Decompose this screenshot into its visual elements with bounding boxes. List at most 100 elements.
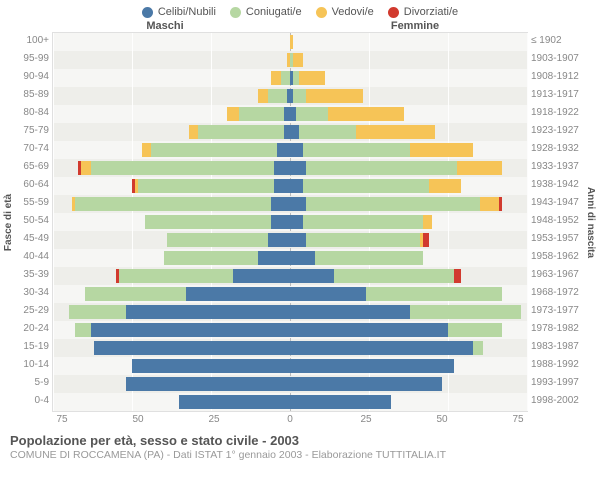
- pyramid-row: [53, 123, 527, 141]
- legend-swatch: [230, 7, 241, 18]
- segment: [227, 107, 240, 121]
- segment: [290, 197, 306, 211]
- year-label: ≤ 1902: [528, 32, 582, 50]
- segment: [448, 323, 502, 337]
- x-tick: 50: [128, 414, 148, 425]
- female-half: [290, 359, 527, 373]
- age-label: 40-44: [18, 248, 52, 266]
- age-label: 30-34: [18, 284, 52, 302]
- pyramid-row: [53, 393, 527, 411]
- segment: [258, 251, 290, 265]
- x-tick: 25: [356, 414, 376, 425]
- segment: [274, 161, 290, 175]
- female-half: [290, 269, 527, 283]
- female-half: [290, 143, 527, 157]
- segment: [296, 107, 328, 121]
- age-label: 50-54: [18, 212, 52, 230]
- female-half: [290, 323, 527, 337]
- segment: [186, 287, 290, 301]
- legend-item: Divorziati/e: [388, 6, 458, 18]
- age-label: 0-4: [18, 392, 52, 410]
- y-axis-label-left: Fasce di età: [0, 32, 18, 412]
- pyramid-row: [53, 285, 527, 303]
- segment: [75, 323, 91, 337]
- age-label: 100+: [18, 32, 52, 50]
- segment: [81, 161, 90, 175]
- segment: [91, 323, 290, 337]
- pyramid-row: [53, 177, 527, 195]
- year-label: 1913-1917: [528, 86, 582, 104]
- segment: [306, 161, 458, 175]
- female-half: [290, 341, 527, 355]
- segment: [151, 143, 277, 157]
- male-half: [53, 287, 290, 301]
- segment: [290, 323, 448, 337]
- gridline: [527, 33, 528, 411]
- male-half: [53, 359, 290, 373]
- segment: [499, 197, 502, 211]
- female-half: [290, 287, 527, 301]
- male-half: [53, 35, 290, 49]
- age-label: 15-19: [18, 338, 52, 356]
- segment: [290, 161, 306, 175]
- male-half: [53, 233, 290, 247]
- male-half: [53, 71, 290, 85]
- pyramid-row: [53, 267, 527, 285]
- legend: Celibi/NubiliConiugati/eVedovi/eDivorzia…: [0, 0, 600, 20]
- age-label: 80-84: [18, 104, 52, 122]
- female-half: [290, 35, 527, 49]
- segment: [290, 341, 473, 355]
- year-label: 1963-1967: [528, 266, 582, 284]
- segment: [271, 197, 290, 211]
- segment: [303, 143, 410, 157]
- pyramid-row: [53, 33, 527, 51]
- segment: [356, 125, 435, 139]
- chart-subtitle: COMUNE DI ROCCAMENA (PA) - Dati ISTAT 1°…: [0, 449, 600, 461]
- segment: [268, 89, 287, 103]
- age-label: 95-99: [18, 50, 52, 68]
- male-half: [53, 269, 290, 283]
- male-half: [53, 161, 290, 175]
- age-label: 5-9: [18, 374, 52, 392]
- female-half: [290, 161, 527, 175]
- year-label: 1908-1912: [528, 68, 582, 86]
- segment: [290, 269, 334, 283]
- year-label: 1928-1932: [528, 140, 582, 158]
- gender-headers: Maschi Femmine: [0, 20, 600, 32]
- age-label: 70-74: [18, 140, 52, 158]
- segment: [306, 197, 480, 211]
- pyramid-row: [53, 339, 527, 357]
- segment: [290, 305, 410, 319]
- segment: [480, 197, 499, 211]
- x-tick: 50: [432, 414, 452, 425]
- segment: [167, 233, 268, 247]
- segment: [366, 287, 502, 301]
- x-tick: 75: [52, 414, 72, 425]
- female-half: [290, 53, 527, 67]
- pyramid-row: [53, 159, 527, 177]
- pyramid-row: [53, 303, 527, 321]
- age-label: 35-39: [18, 266, 52, 284]
- male-half: [53, 197, 290, 211]
- segment: [290, 233, 306, 247]
- segment: [69, 305, 126, 319]
- segment: [299, 71, 324, 85]
- male-half: [53, 341, 290, 355]
- legend-swatch: [316, 7, 327, 18]
- age-labels: 100+95-9990-9485-8980-8475-7970-7465-696…: [18, 32, 52, 412]
- segment: [138, 179, 274, 193]
- segment: [306, 89, 363, 103]
- segment: [268, 233, 290, 247]
- segment: [126, 305, 290, 319]
- segment: [274, 179, 290, 193]
- legend-label: Celibi/Nubili: [158, 6, 216, 18]
- female-half: [290, 233, 527, 247]
- segment: [290, 287, 366, 301]
- male-half: [53, 395, 290, 409]
- legend-label: Vedovi/e: [332, 6, 374, 18]
- age-label: 45-49: [18, 230, 52, 248]
- male-half: [53, 89, 290, 103]
- year-label: 1903-1907: [528, 50, 582, 68]
- segment: [290, 395, 391, 409]
- pyramid-row: [53, 357, 527, 375]
